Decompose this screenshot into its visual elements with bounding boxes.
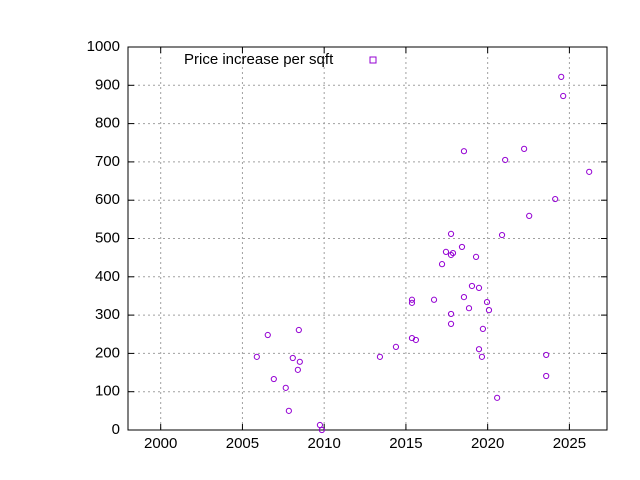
point xyxy=(442,248,450,256)
point xyxy=(478,353,486,360)
point xyxy=(264,331,271,339)
y-tick-label: 1000 xyxy=(87,38,120,55)
point xyxy=(475,346,483,353)
y-tick-label: 800 xyxy=(95,115,120,132)
point xyxy=(412,336,419,344)
point xyxy=(430,296,438,303)
y-tick-label: 300 xyxy=(95,306,120,323)
point xyxy=(285,407,292,414)
x-tick-label: 2015 xyxy=(389,435,422,452)
point xyxy=(408,299,416,306)
point xyxy=(475,284,483,292)
point xyxy=(447,310,455,318)
point xyxy=(318,426,325,434)
point xyxy=(479,325,487,332)
x-tick-label: 2025 xyxy=(553,435,586,452)
point xyxy=(296,358,303,365)
x-tick-label: 2000 xyxy=(144,435,177,452)
point xyxy=(449,249,457,257)
point xyxy=(465,305,473,312)
point xyxy=(521,145,528,152)
point xyxy=(447,320,455,328)
point xyxy=(438,261,446,268)
y-tick-label: 500 xyxy=(95,229,120,246)
point xyxy=(408,296,416,303)
point xyxy=(392,343,400,350)
point xyxy=(560,92,567,100)
point xyxy=(316,421,324,429)
point xyxy=(468,282,476,290)
y-tick-label: 200 xyxy=(95,344,120,361)
point xyxy=(447,251,455,259)
y-tick-label: 900 xyxy=(95,76,120,93)
point xyxy=(543,372,550,380)
point xyxy=(295,326,302,334)
point xyxy=(270,375,277,383)
y-tick-label: 600 xyxy=(95,191,120,208)
y-tick-label: 0 xyxy=(112,421,120,438)
point xyxy=(294,366,301,373)
x-tick-label: 2005 xyxy=(226,435,259,452)
point xyxy=(460,148,468,155)
point xyxy=(485,307,493,314)
y-tick-label: 400 xyxy=(95,268,120,285)
x-tick-label: 2020 xyxy=(471,435,504,452)
point xyxy=(376,353,384,360)
point xyxy=(447,230,455,238)
point xyxy=(282,384,289,391)
x-tick-label: 2010 xyxy=(307,435,340,452)
point xyxy=(552,195,559,203)
point xyxy=(526,212,533,220)
point xyxy=(494,394,501,401)
point xyxy=(483,298,491,306)
point xyxy=(543,351,550,359)
point xyxy=(558,73,565,80)
plot-border xyxy=(127,46,608,431)
legend-label: Price increase per sqft xyxy=(184,51,334,68)
legend-marker xyxy=(369,56,377,64)
point xyxy=(253,353,260,360)
point xyxy=(460,293,468,301)
point xyxy=(502,156,509,164)
point xyxy=(472,253,480,260)
y-tick-label: 700 xyxy=(95,153,120,170)
point xyxy=(498,231,506,239)
point xyxy=(289,354,296,362)
point xyxy=(458,243,466,251)
point xyxy=(586,168,593,175)
y-tick-label: 100 xyxy=(95,383,120,400)
